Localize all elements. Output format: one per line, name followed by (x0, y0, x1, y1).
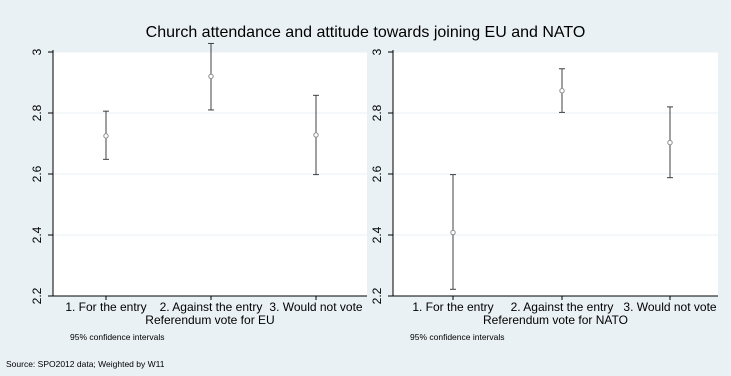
x-tick-label: 2. Against the entry (160, 300, 263, 314)
y-tick-label: 2.4 (30, 226, 44, 243)
data-point (313, 132, 319, 138)
x-tick-label: 3. Would not vote (623, 300, 716, 314)
chart-panels: 2.2 2.4 2.6 2.8 3 1. For the entry 2. Against … (30, 42, 718, 342)
x-tick-label: 2. Against the entry (511, 300, 614, 314)
y-tick-label: 3 (370, 48, 384, 55)
y-tick-label: 2.6 (30, 165, 44, 182)
y-tick-label: 2.2 (30, 287, 44, 304)
x-axis-title: Referendum vote for NATO (483, 313, 628, 327)
ci-note: 95% confidence intervals (70, 332, 165, 342)
x-axis-title: Referendum vote for EU (145, 313, 274, 327)
data-point (450, 229, 456, 236)
x-tick-label: 1. For the entry (65, 300, 146, 314)
data-point (559, 88, 565, 94)
y-tick-label: 2.2 (370, 287, 384, 304)
chart-title: Church attendance and attitude towards j… (146, 24, 586, 41)
y-tick-label: 2.8 (370, 104, 384, 121)
y-tick-label: 3 (30, 48, 44, 55)
y-tick-label: 2.4 (370, 226, 384, 243)
data-point (208, 73, 214, 80)
data-point (103, 133, 109, 139)
chart-panel-2: 2.2 2.4 2.6 2.8 3 1. For the entry 2. Against … (370, 48, 718, 342)
y-tick-label: 2.6 (370, 165, 384, 182)
x-tick-label: 3. Would not vote (269, 300, 362, 314)
data-point (667, 139, 673, 146)
chart-source-note: Source: SPO2012 data; Weighted by W11 (6, 359, 165, 369)
chart-panel-1: 2.2 2.4 2.6 2.8 3 1. For the entry 2. Against … (30, 42, 367, 342)
x-tick-label: 1. For the entry (412, 300, 493, 314)
ci-note: 95% confidence intervals (410, 332, 505, 342)
y-tick-label: 2.8 (30, 104, 44, 121)
